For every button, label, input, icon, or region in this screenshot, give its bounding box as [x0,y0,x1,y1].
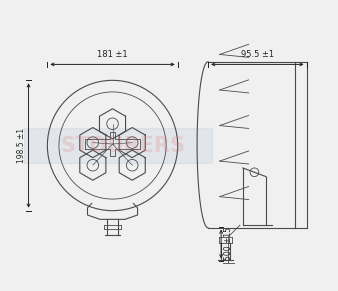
Text: STOURERS: STOURERS [60,136,185,155]
Text: 198.5 ±1: 198.5 ±1 [17,128,26,163]
Text: 95.5 ±1: 95.5 ±1 [241,50,274,59]
Text: 181 ±1: 181 ±1 [97,50,128,59]
Text: 500 ±15: 500 ±15 [224,228,233,260]
Bar [24,128,213,163]
